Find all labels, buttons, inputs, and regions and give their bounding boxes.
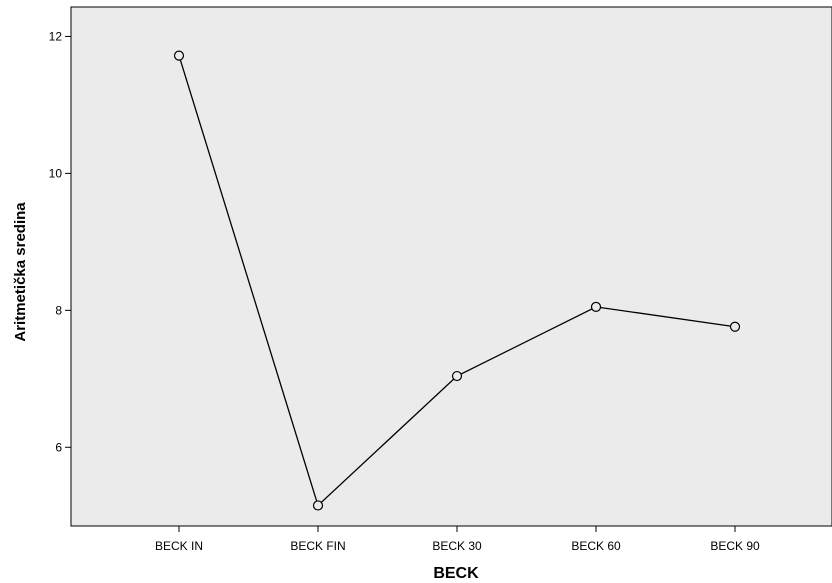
x-axis: BECK IN BECK FIN BECK 30 BECK 60 BECK 90: [155, 526, 760, 553]
data-point-marker: [451, 370, 463, 382]
y-tick-label: 6: [55, 440, 62, 454]
y-tick-label: 10: [49, 166, 63, 180]
data-point-marker: [173, 50, 185, 61]
x-tick-label: BECK 60: [571, 539, 621, 553]
series-markers: [173, 50, 741, 511]
y-tick-label: 12: [49, 29, 63, 43]
data-point-marker: [590, 301, 602, 312]
x-tick-label: BECK IN: [155, 539, 203, 553]
data-point-marker: [729, 321, 741, 332]
x-tick-label: BECK FIN: [290, 539, 345, 553]
x-tick-label: BECK 30: [432, 539, 482, 553]
x-tick-label: BECK 90: [710, 539, 760, 553]
x-axis-title: BECK: [433, 565, 479, 582]
y-axis: 6 8 10 12: [49, 29, 71, 454]
plot-area: [70, 6, 832, 527]
data-point-marker: [312, 500, 324, 511]
y-axis-title: Aritmetička sredina: [12, 202, 29, 342]
y-tick-label: 8: [55, 303, 62, 317]
